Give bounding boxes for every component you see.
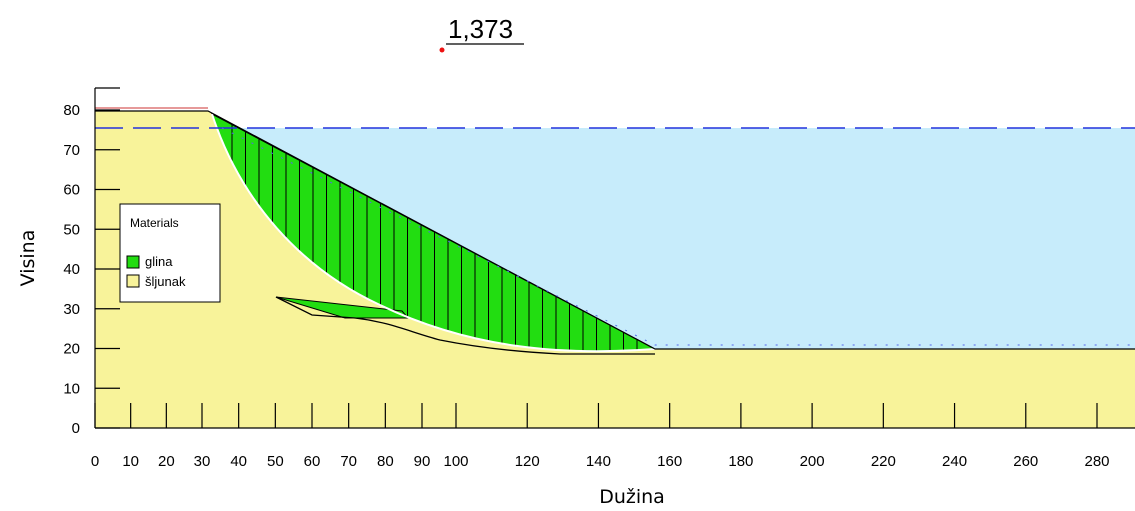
y-axis-ticks: 0 10 20 30 40 50 60 70 80	[63, 102, 120, 437]
y-tick-label: 30	[63, 301, 80, 318]
x-tick-label: 80	[377, 453, 394, 470]
materials-legend: Materials glina šljunak	[119, 203, 221, 303]
x-tick-label: 30	[194, 453, 211, 470]
y-tick-label: 80	[63, 102, 80, 119]
x-tick-label: 70	[340, 453, 357, 470]
x-tick-label: 100	[443, 453, 468, 470]
water-pressure-line	[221, 127, 1135, 346]
x-tick-label: 50	[267, 453, 284, 470]
slip-slices	[231, 124, 638, 352]
factor-of-safety-value: 1,373	[448, 14, 513, 44]
x-tick-label: 60	[304, 453, 321, 470]
x-tick-label: 180	[728, 453, 753, 470]
y-axis-title: Visina	[17, 230, 39, 287]
legend-item-gravel: šljunak	[145, 274, 186, 289]
x-tick-label: 240	[942, 453, 967, 470]
slip-surface	[211, 113, 656, 353]
y-tick-label: 70	[63, 142, 80, 159]
y-tick-label: 40	[63, 261, 80, 278]
x-axis-title: Dužina	[599, 486, 665, 508]
x-tick-label: 260	[1013, 453, 1038, 470]
y-tick-label: 60	[63, 182, 80, 199]
x-tick-label: 40	[230, 453, 247, 470]
x-tick-label: 200	[800, 453, 825, 470]
legend-title: Materials	[130, 216, 179, 230]
x-tick-label: 0	[91, 453, 99, 470]
x-tick-label: 140	[586, 453, 611, 470]
legend-item-clay: glina	[145, 254, 173, 269]
x-tick-label: 20	[158, 453, 175, 470]
x-tick-label: 120	[515, 453, 540, 470]
y-tick-label: 10	[63, 380, 80, 397]
lens-lower-boundary	[275, 296, 655, 355]
x-tick-label: 280	[1084, 453, 1109, 470]
slip-center-point	[439, 47, 445, 53]
legend-swatch-gravel	[126, 274, 140, 288]
x-tick-label: 90	[414, 453, 431, 470]
water-area	[222, 128, 1135, 349]
ground-surface	[95, 110, 1135, 350]
x-tick-label: 220	[871, 453, 896, 470]
x-tick-label: 160	[657, 453, 682, 470]
y-tick-label: 20	[63, 341, 80, 358]
legend-swatch-clay	[126, 255, 140, 269]
y-tick-label: 50	[63, 221, 80, 238]
x-axis-ticks: 0 10 20 30 40 50 60 70 80 90 100 120 140 160 180 200 220…	[91, 403, 1110, 470]
x-tick-label: 10	[122, 453, 139, 470]
y-tick-label: 0	[72, 420, 80, 437]
